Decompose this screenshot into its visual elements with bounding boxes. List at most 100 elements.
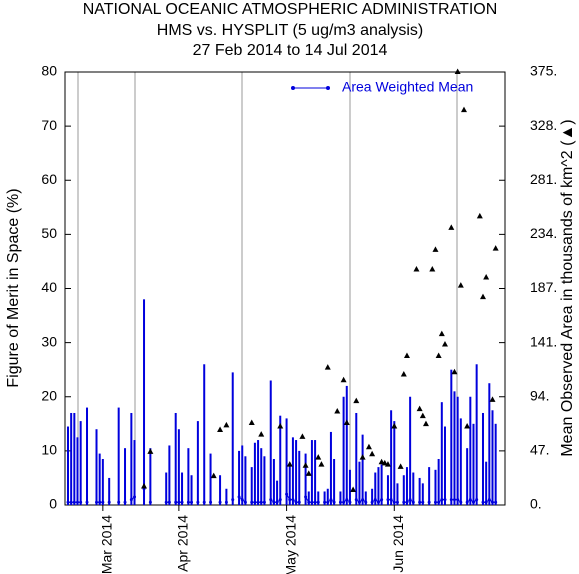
- bar: [101, 458, 104, 505]
- area-triangle: [340, 376, 347, 383]
- bar: [73, 412, 76, 505]
- area-triangle: [147, 448, 154, 454]
- mean-point: [342, 500, 346, 504]
- area-triangle: [324, 364, 331, 370]
- mean-point: [456, 498, 460, 502]
- bar: [469, 396, 472, 505]
- mean-point: [243, 500, 247, 504]
- bar: [238, 450, 241, 505]
- bar: [443, 426, 446, 505]
- bar: [393, 421, 396, 505]
- bar: [317, 491, 320, 505]
- bar: [279, 415, 282, 505]
- mean-point: [376, 500, 380, 504]
- mean-line: [435, 499, 445, 503]
- mean-point: [307, 500, 311, 504]
- bar: [466, 448, 469, 505]
- mean-point: [465, 500, 469, 504]
- bar: [453, 391, 456, 505]
- mean-point: [190, 500, 194, 504]
- area-triangle: [457, 282, 464, 288]
- bar: [298, 450, 301, 505]
- bar: [241, 445, 244, 505]
- bar: [304, 453, 307, 505]
- area-triangle: [365, 443, 372, 450]
- area-triangle: [378, 458, 385, 465]
- bar: [412, 472, 415, 505]
- bar: [149, 448, 152, 505]
- area-triangle: [476, 212, 483, 219]
- y-tick-label: 60: [41, 171, 57, 187]
- mean-point: [402, 500, 406, 504]
- legend-dot: [291, 86, 295, 90]
- mean-point: [123, 500, 127, 504]
- area-triangle: [299, 433, 306, 439]
- bar: [481, 412, 484, 505]
- bar: [329, 431, 332, 505]
- mean-point: [418, 500, 422, 504]
- area-triangle: [343, 419, 350, 426]
- mean-point: [202, 500, 206, 504]
- mean-point: [449, 498, 453, 502]
- mean-point: [288, 498, 292, 502]
- mean-point: [272, 500, 276, 504]
- bar: [244, 456, 247, 505]
- bar: [326, 488, 329, 505]
- bar: [108, 477, 111, 505]
- mean-point: [427, 500, 431, 504]
- area-triangle: [381, 459, 388, 466]
- bar: [165, 472, 168, 505]
- mean-point: [95, 500, 99, 504]
- bar: [339, 491, 342, 505]
- area-triangle: [403, 352, 410, 359]
- mean-point: [167, 500, 171, 504]
- mean-point: [148, 500, 152, 504]
- mean-point: [459, 500, 463, 504]
- bar: [269, 380, 272, 505]
- mean-line: [466, 498, 477, 503]
- bar: [409, 396, 412, 505]
- bar: [342, 396, 345, 505]
- bar: [231, 372, 234, 505]
- area-triangle: [223, 421, 230, 428]
- area-triangle: [489, 396, 496, 402]
- bar: [421, 483, 424, 505]
- bar: [405, 467, 408, 505]
- bar: [95, 429, 98, 505]
- bar: [323, 491, 326, 505]
- y2-tick-label: 187.: [530, 279, 557, 295]
- bar: [355, 412, 358, 505]
- bar: [285, 418, 288, 505]
- area-triangle: [258, 431, 265, 437]
- bar: [98, 453, 101, 505]
- bar: [260, 448, 263, 505]
- y2-tick-label: 141.: [530, 333, 557, 349]
- area-triangle: [483, 274, 490, 280]
- bar: [130, 412, 133, 505]
- mean-point: [433, 500, 437, 504]
- mean-point: [357, 500, 361, 504]
- y2-axis-label: Mean Observed Area in thousands of km^2 …: [559, 119, 576, 456]
- area-triangle: [217, 426, 224, 432]
- bar: [70, 412, 73, 505]
- y-tick-label: 10: [41, 442, 57, 458]
- area-triangle: [460, 106, 467, 113]
- bar: [491, 410, 494, 505]
- mean-point: [326, 500, 330, 504]
- mean-line: [355, 498, 367, 503]
- mean-line: [324, 498, 335, 503]
- chart-subtitle: HMS vs. HYSPLIT (5 ug/m3 analysis): [157, 22, 423, 39]
- bar: [177, 429, 180, 505]
- mean-point: [209, 500, 213, 504]
- area-triangle: [350, 486, 357, 492]
- mean-point: [348, 500, 352, 504]
- chart-title: NATIONAL OCEANIC ATMOSPHERIC ADMINISTRAT…: [83, 1, 498, 18]
- decor-lines: [77, 72, 458, 505]
- mean-point: [386, 498, 390, 502]
- mean-point: [218, 500, 222, 504]
- x-tick-label: Apr 2014: [175, 515, 191, 572]
- mean-point: [164, 500, 168, 504]
- bar: [225, 488, 228, 505]
- bar: [456, 396, 459, 505]
- mean-point: [101, 500, 105, 504]
